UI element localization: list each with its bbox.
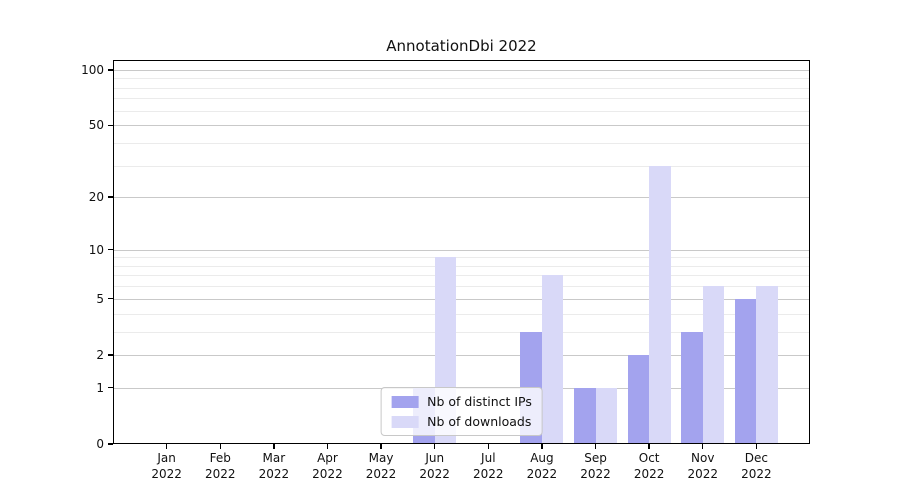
y-tick-50 (108, 124, 113, 126)
plot-area: Nb of distinct IPs Nb of downloads (113, 60, 810, 444)
y-tick-label-100: 100 (81, 62, 104, 77)
y-tick-0 (108, 443, 113, 445)
gridline-y-40 (113, 142, 810, 144)
x-tick-mar (273, 444, 275, 449)
y-tick-label-2: 2 (96, 347, 104, 362)
bar-nov-downloads (702, 286, 725, 444)
gridline-y-2 (113, 354, 810, 356)
bar-oct-distinct-ips (627, 354, 650, 444)
x-tick-label-may: May 2022 (365, 451, 397, 481)
x-tick-label-jan: Jan 2022 (151, 451, 182, 481)
y-tick-100 (108, 69, 113, 71)
x-tick-label-nov: Nov 2022 (687, 451, 719, 481)
bar-nov-distinct-ips (681, 331, 703, 444)
bar-oct-downloads (649, 165, 671, 444)
gridline-y-6 (113, 286, 810, 288)
gridline-y-9 (113, 257, 810, 259)
y-tick-label-20: 20 (88, 190, 104, 205)
x-tick-oct (648, 444, 650, 449)
x-tick-aug (541, 444, 543, 449)
x-tick-jun (433, 444, 436, 449)
y-tick-10 (108, 248, 113, 251)
x-tick-jan (165, 444, 168, 449)
y-tick-label-10: 10 (88, 242, 104, 257)
legend-label-distinct-ips: Nb of distinct IPs (427, 394, 532, 409)
gridline-y-90 (113, 78, 810, 80)
gridline-y-5 (113, 298, 810, 300)
x-tick-dec (755, 444, 758, 449)
x-tick-jul (487, 444, 489, 449)
y-tick-1 (108, 387, 113, 389)
gridline-y-50 (113, 125, 810, 127)
legend-item-downloads: Nb of downloads (391, 414, 532, 429)
legend-swatch-downloads (391, 415, 419, 428)
bar-dec-downloads (756, 286, 778, 444)
x-tick-feb (219, 444, 221, 449)
gridline-y-80 (113, 87, 810, 89)
x-tick-may (380, 444, 382, 449)
x-tick-label-oct: Oct 2022 (633, 451, 665, 481)
gridline-y-60 (113, 110, 810, 112)
gridline-y-4 (113, 313, 810, 315)
x-tick-label-aug: Aug 2022 (526, 451, 558, 481)
y-tick-label-1: 1 (96, 380, 104, 395)
bar-aug-downloads (541, 275, 564, 444)
gridline-y-20 (113, 197, 810, 199)
bar-sep-downloads (595, 387, 617, 444)
x-tick-sep (594, 444, 597, 449)
bar-sep-distinct-ips (574, 387, 596, 444)
legend: Nb of distinct IPs Nb of downloads (380, 387, 543, 436)
x-tick-label-feb: Feb 2022 (204, 451, 236, 481)
x-tick-apr (326, 444, 329, 449)
legend-item-distinct-ips: Nb of distinct IPs (391, 394, 532, 409)
x-tick-nov (702, 444, 704, 449)
gridline-y-30 (113, 165, 810, 167)
gridline-y-70 (113, 98, 810, 100)
y-tick-label-0: 0 (96, 437, 104, 451)
gridline-y-8 (113, 265, 810, 267)
gridline-y-7 (113, 275, 810, 277)
x-tick-label-jun: Jun 2022 (419, 451, 450, 481)
bar-dec-distinct-ips (734, 298, 757, 444)
y-tick-20 (108, 196, 113, 198)
gridline-y-3 (113, 331, 810, 333)
y-tick-2 (108, 354, 113, 356)
x-tick-label-apr: Apr 2022 (312, 451, 343, 481)
legend-swatch-distinct-ips (391, 395, 419, 408)
legend-label-downloads: Nb of downloads (427, 414, 532, 429)
y-tick-5 (108, 298, 113, 300)
gridline-y-10 (113, 249, 810, 251)
x-tick-label-dec: Dec 2022 (741, 451, 772, 481)
gridline-y-100 (113, 69, 810, 71)
x-tick-label-jul: Jul 2022 (473, 451, 504, 481)
chart-title: AnnotationDbi 2022 (386, 37, 537, 55)
x-tick-label-mar: Mar 2022 (258, 451, 290, 481)
y-tick-label-5: 5 (96, 291, 104, 306)
y-tick-label-50: 50 (88, 118, 104, 133)
x-tick-label-sep: Sep 2022 (580, 451, 611, 481)
